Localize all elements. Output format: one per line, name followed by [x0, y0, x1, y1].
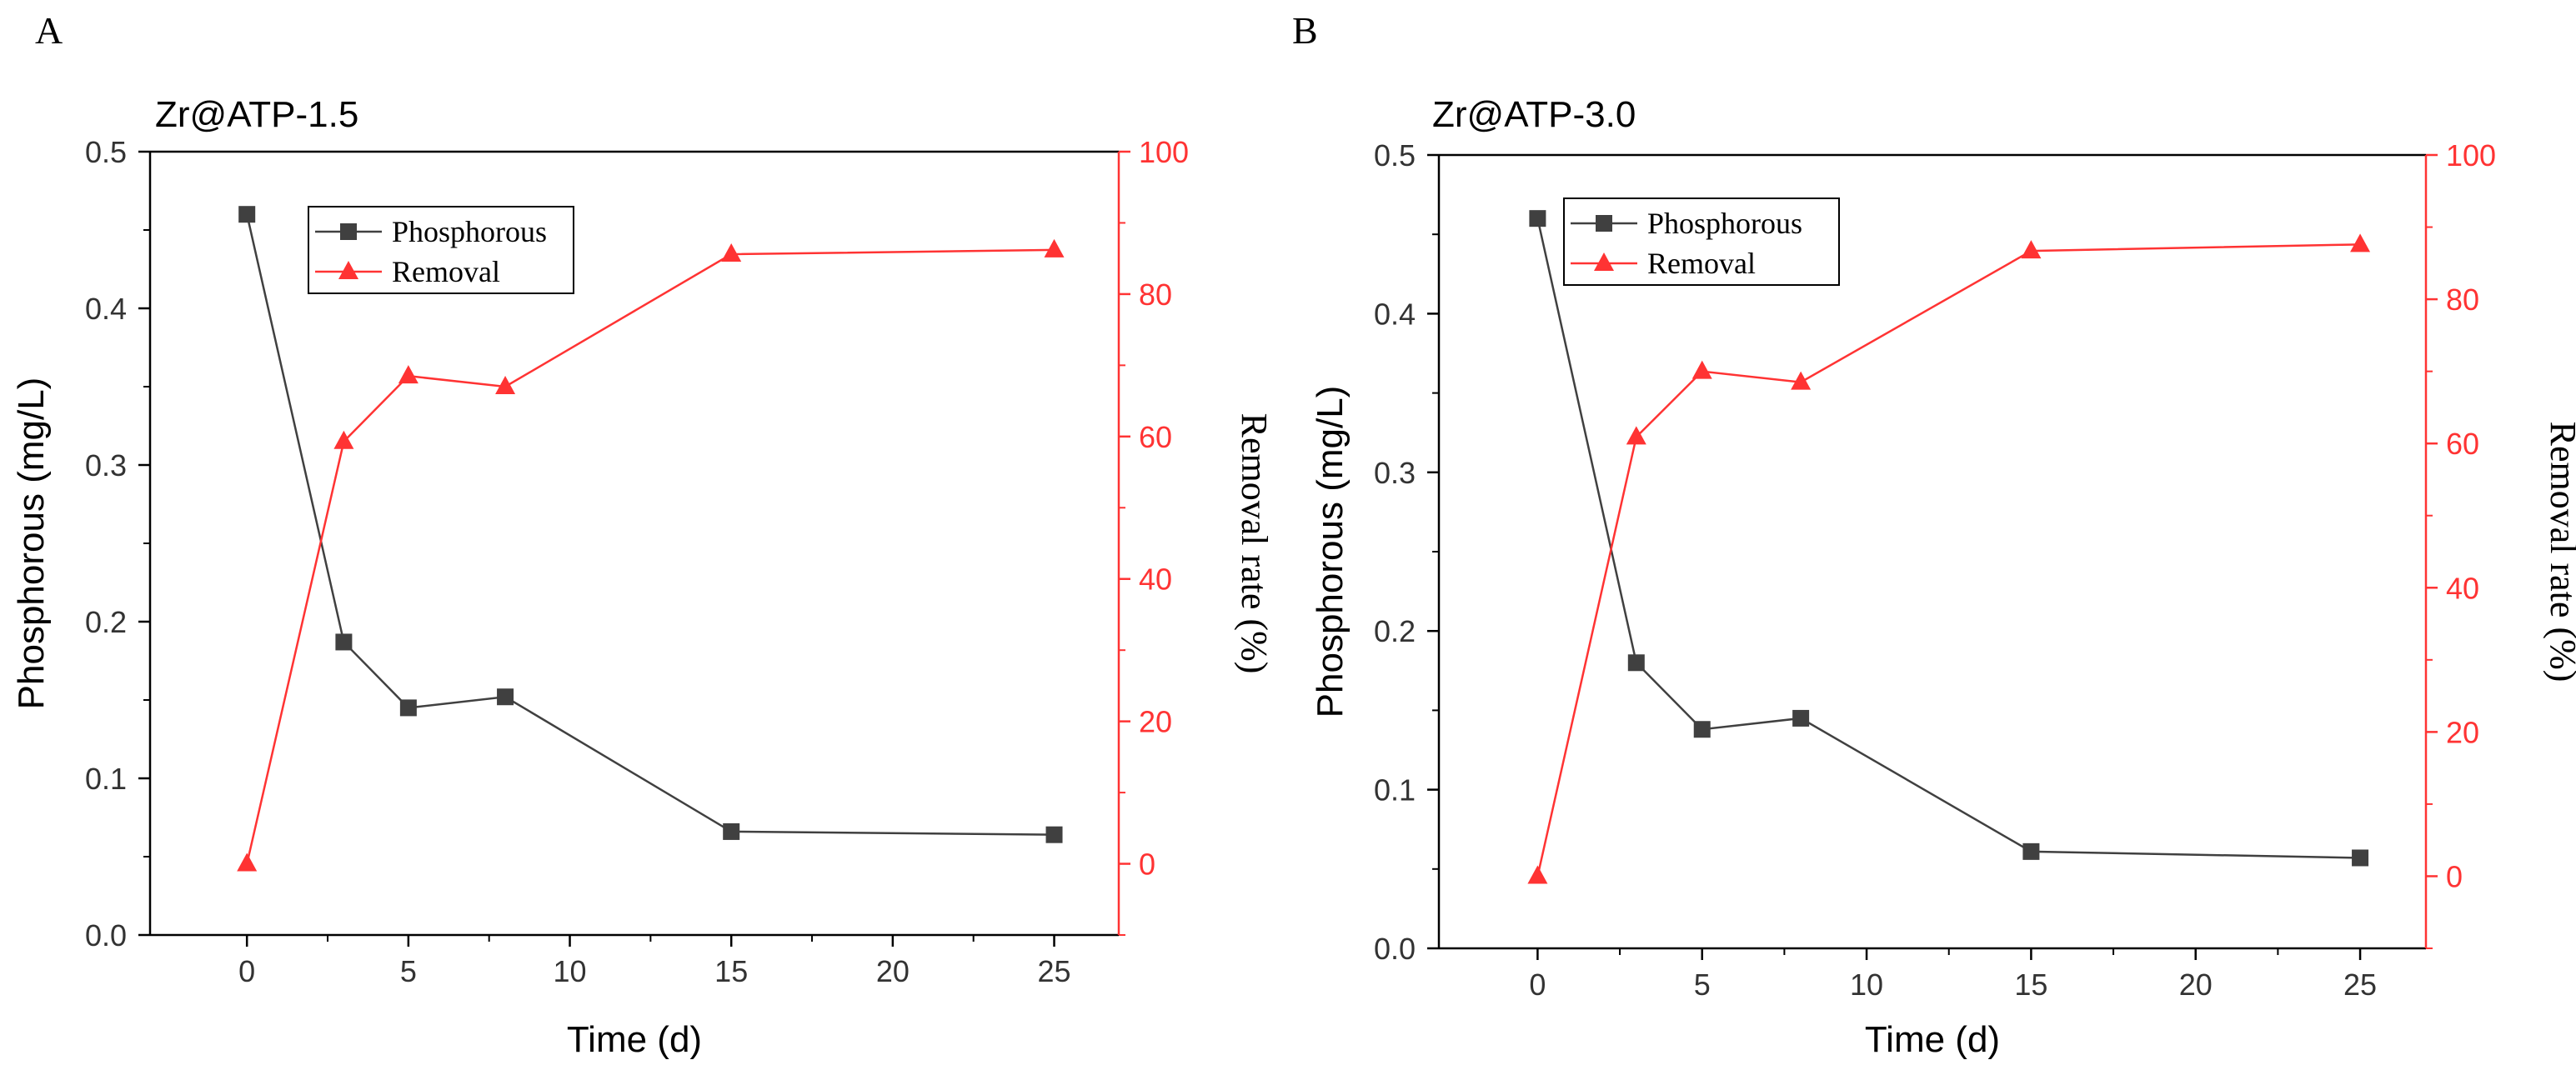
- legend-marker-removal: [1594, 252, 1614, 271]
- y2-tick-label: 40: [2446, 571, 2479, 605]
- y-tick-label: 0.4: [1374, 297, 1416, 331]
- series-line-removal: [245, 248, 1055, 864]
- y2-tick-label: 60: [2446, 427, 2479, 461]
- panel-a: A Zr@ATP-1.5 0 5 10 15 20 25 0.0 0.1 0.2 0.3 0.4 0.5 0…: [11, 9, 1275, 1060]
- y-tick-label: 0.3: [85, 448, 127, 482]
- phosphorous-point: [399, 699, 417, 717]
- removal-point: [1691, 360, 1712, 379]
- legend-label: Phosphorous: [392, 215, 547, 248]
- removal-point: [398, 365, 418, 384]
- phosphorous-point: [497, 688, 514, 706]
- phosphorous-point: [1627, 654, 1645, 672]
- y2-tick-label: 0: [1139, 848, 1155, 882]
- y2-axis-label: Removal rate (%): [2543, 422, 2576, 682]
- x-tick-label: 25: [2343, 968, 2377, 1002]
- phosphorous-point: [723, 822, 740, 840]
- legend: Phosphorous Removal: [308, 206, 574, 294]
- legend-label: Removal: [392, 255, 500, 288]
- y-tick-label: 0.4: [85, 292, 127, 326]
- panel-letter: B: [1292, 9, 1318, 52]
- x-tick-label: 25: [1038, 954, 1071, 988]
- removal-point: [2021, 240, 2042, 259]
- y2-tick-label: 20: [1139, 705, 1172, 739]
- phosphorous-point: [2022, 842, 2040, 860]
- phosphorous-point: [1693, 721, 1711, 738]
- series-line-removal: [1536, 243, 2361, 877]
- x-tick-label: 15: [2014, 968, 2047, 1002]
- y-tick-label: 0.0: [1374, 932, 1416, 966]
- y2-tick-label: 80: [1139, 278, 1172, 312]
- legend-marker-phosphorous: [340, 223, 357, 240]
- y2-tick-label: 100: [1139, 135, 1189, 169]
- y-tick-label: 0.5: [85, 135, 127, 169]
- phosphorous-point: [2352, 849, 2369, 867]
- removal-point: [495, 376, 516, 394]
- phosphorous-point: [1792, 709, 1810, 727]
- y-tick-label: 0.1: [85, 762, 127, 796]
- legend-label: Removal: [1647, 247, 1756, 280]
- phosphorous-point: [238, 206, 256, 223]
- x-tick-label: 10: [1850, 968, 1883, 1002]
- removal-point: [1044, 238, 1065, 258]
- legend-marker-phosphorous: [1596, 215, 1612, 232]
- series-line-phosphorous: [1536, 218, 2361, 859]
- removal-point: [721, 243, 742, 262]
- x-tick-label: 20: [876, 954, 910, 988]
- y-tick-label: 0.0: [85, 918, 127, 952]
- y2-tick-label: 60: [1139, 420, 1172, 454]
- removal-point: [333, 430, 354, 449]
- y-tick-label: 0.2: [85, 605, 127, 639]
- removal-point: [1527, 865, 1548, 884]
- y2-tick-label: 0: [2446, 859, 2463, 893]
- x-tick-label: 5: [1694, 968, 1711, 1002]
- y2-tick-label: 20: [2446, 715, 2479, 749]
- chart-title: Zr@ATP-3.0: [1432, 94, 1636, 135]
- y-axis-label: Phosphorous (mg/L): [1310, 386, 1351, 718]
- x-tick-label: 0: [1529, 968, 1546, 1002]
- phosphorous-point: [1529, 210, 1546, 228]
- phosphorous-point: [1045, 826, 1063, 843]
- series-line-phosphorous: [245, 213, 1055, 836]
- y-tick-label: 0.3: [1374, 456, 1416, 490]
- y-tick-label: 0.2: [1374, 614, 1416, 648]
- y-tick-label: 0.1: [1374, 773, 1416, 808]
- legend-marker-removal: [338, 261, 358, 279]
- y2-tick-label: 80: [2446, 282, 2479, 317]
- phosphorous-point: [335, 633, 353, 651]
- legend-label: Phosphorous: [1647, 207, 1802, 240]
- x-tick-label: 15: [714, 954, 748, 988]
- removal-point: [2350, 233, 2371, 252]
- x-axis-label: Time (d): [1865, 1019, 2000, 1060]
- y2-axis-label: Removal rate (%): [1234, 413, 1275, 674]
- panel-b: B Zr@ATP-3.0 0 5 10 15 20 25 0.0 0.1 0.2 0.3 0.4 0.5 0…: [1292, 9, 2576, 1060]
- removal-point: [1791, 371, 1812, 390]
- y-tick-label: 0.5: [1374, 138, 1416, 172]
- y2-tick-label: 40: [1139, 562, 1172, 597]
- removal-point: [1626, 426, 1646, 445]
- x-axis-label: Time (d): [567, 1019, 702, 1060]
- removal-point: [237, 852, 258, 872]
- x-tick-label: 10: [554, 954, 587, 988]
- x-tick-label: 20: [2179, 968, 2213, 1002]
- chart-title: Zr@ATP-1.5: [155, 94, 358, 135]
- legend: Phosphorous Removal: [1563, 198, 1840, 286]
- y-axis-label: Phosphorous (mg/L): [11, 378, 52, 710]
- y2-tick-label: 100: [2446, 138, 2496, 172]
- x-tick-label: 5: [400, 954, 417, 988]
- panel-letter: A: [35, 9, 63, 52]
- x-tick-label: 0: [238, 954, 255, 988]
